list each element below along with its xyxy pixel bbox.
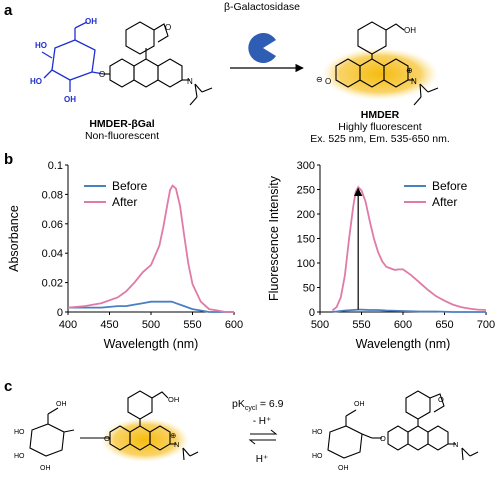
label-o-lactone: O	[165, 23, 171, 32]
product-name: HMDER	[361, 109, 400, 121]
y-tick-label: 150	[297, 234, 315, 246]
x-tick-label: 550	[183, 319, 201, 331]
y-tick-label: 0.06	[42, 219, 63, 231]
y-tick-label: 0	[57, 307, 63, 319]
series-line-before	[68, 300, 234, 313]
label-oh-c1: OH	[168, 395, 179, 404]
label-o-minus: O	[325, 77, 331, 86]
label-o-link: O	[99, 70, 105, 79]
x-axis-label: Wavelength (nm)	[356, 337, 451, 351]
y-tick-label: 250	[297, 185, 315, 197]
hmder-structure	[335, 21, 439, 106]
reverse-condition: H⁺	[256, 454, 269, 465]
charge-plus-c: ⊕	[170, 431, 176, 440]
pk-label: pKcycl = 6.9	[232, 398, 284, 412]
x-tick-label: 500	[311, 319, 329, 331]
legend-label-after: After	[112, 195, 137, 209]
product-desc: Highly fluorescent	[338, 121, 422, 133]
spiro-xanthene-core	[104, 21, 213, 106]
forward-condition: - H⁺	[253, 416, 272, 427]
label-o-lactone-c: O	[438, 395, 444, 404]
panel-label-b: b	[4, 151, 13, 168]
y-tick-label: 0.08	[42, 189, 63, 201]
y-tick-label: 0.04	[42, 248, 63, 260]
x-tick-label: 650	[435, 319, 453, 331]
charge-minus: ⊖	[316, 75, 323, 84]
y-tick-label: 200	[297, 209, 315, 221]
product-spec: Ex. 525 nm, Em. 535-650 nm.	[310, 133, 449, 145]
open-form-structure	[29, 390, 199, 461]
label-o-c2: O	[380, 434, 386, 443]
reactant-name: HMDER-βGal	[89, 118, 154, 130]
fluorescence-glow-c	[101, 418, 189, 462]
fluorescence-chart: 0 50 100 150 200 250 300 500 550 600 650 700 Wavelen…	[267, 160, 495, 351]
y-tick-label: 0.02	[42, 278, 63, 290]
x-axis-label: Wavelength (nm)	[104, 337, 199, 351]
y-tick-label: 100	[297, 258, 315, 270]
y-tick-label: 0.1	[48, 160, 63, 172]
legend-label-after: After	[432, 195, 457, 209]
x-tick-label: 600	[225, 319, 243, 331]
series-line-after	[67, 184, 234, 313]
label-oh-c2: OH	[56, 401, 67, 408]
label-n-2: N	[411, 77, 417, 86]
label-ho-c3: HO	[312, 429, 323, 436]
x-tick-label: 400	[59, 319, 77, 331]
legend-label-before: Before	[112, 179, 148, 193]
absorbance-chart: 0 0.02 0.04 0.06 0.08 0.1 400 450 500 550 600 Wavel…	[7, 160, 243, 351]
y-tick-label: 0	[309, 307, 315, 319]
y-axis-label: Fluorescence Intensity	[267, 175, 281, 301]
enzyme-label: β-Galactosidase	[224, 1, 300, 13]
label-o-c1: O	[104, 434, 110, 443]
y-axis-label: Absorbance	[7, 205, 21, 272]
pacman-icon	[248, 33, 276, 64]
label-ho-1: HO	[35, 41, 47, 50]
panel-label-c: c	[4, 378, 12, 395]
label-oh-c5: OH	[338, 465, 349, 472]
y-tick-label: 300	[297, 160, 315, 172]
label-ho-c1: HO	[14, 429, 25, 436]
x-tick-label: 550	[352, 319, 370, 331]
label-n-c2: N	[453, 440, 458, 449]
label-ho-2: HO	[30, 77, 42, 86]
label-ho-c4: HO	[312, 453, 323, 460]
panel-label-a: a	[4, 2, 13, 19]
label-oh-1: OH	[85, 17, 97, 26]
x-tick-label: 450	[100, 319, 118, 331]
equilibrium-arrows	[248, 429, 278, 445]
label-n-1: N	[187, 77, 193, 86]
reactant-desc: Non-fluorescent	[85, 130, 159, 142]
x-tick-label: 600	[394, 319, 412, 331]
spiro-form-structure	[327, 390, 479, 461]
series-line-before	[332, 308, 486, 313]
label-ho-c2: HO	[14, 453, 25, 460]
hmder-bgal-structure	[41, 21, 105, 92]
label-oh-c4: OH	[354, 401, 365, 408]
label-oh-c3: OH	[40, 465, 51, 472]
label-n-c1: N	[174, 440, 179, 449]
label-oh-product: OH	[404, 26, 416, 35]
label-oh-2: OH	[64, 95, 76, 104]
x-tick-label: 700	[477, 319, 495, 331]
series-line-after	[331, 185, 487, 312]
legend-label-before: Before	[432, 179, 468, 193]
x-tick-label: 500	[142, 319, 160, 331]
y-tick-label: 50	[303, 283, 315, 295]
charge-plus: ⊕	[406, 66, 413, 75]
